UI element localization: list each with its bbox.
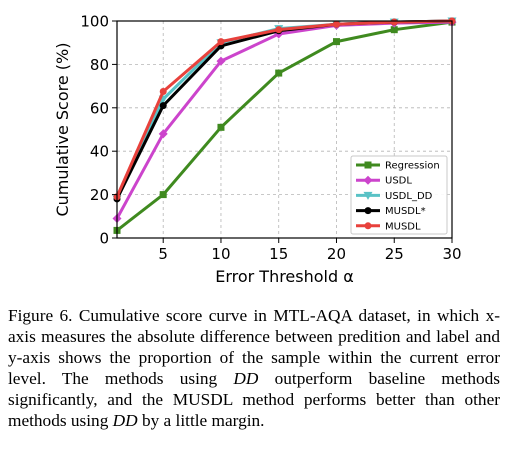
caption-text-3: by a little margin.: [137, 411, 265, 430]
caption-text-1: Figure 6. Cumulative score curve in MTL-…: [8, 306, 500, 388]
x-tick-label: 15: [269, 245, 288, 263]
y-axis-title: Cumulative Score (%): [53, 43, 72, 217]
cumulative-score-chart: 5 10 15 20 25 30 0 20 40 60 80 100 Error Threshold …: [53, 13, 462, 287]
x-tick-label: 10: [211, 245, 230, 263]
legend-label-musdl: MUSDL*: [385, 206, 426, 217]
data-point-musdl: [159, 102, 167, 110]
data-point-usdl: [216, 56, 226, 66]
data-point-regression: [275, 69, 283, 77]
legend: Regression USDL USDL_DD MUSDL* MUSDL: [350, 155, 448, 235]
legend-marker-musdl: [364, 207, 372, 215]
caption-dd-symbol-1: DD: [233, 369, 259, 388]
legend-marker-usdl: [363, 175, 373, 185]
data-point-regression: [332, 38, 340, 46]
legend-label-usdl-dd: USDL_DD: [385, 191, 433, 202]
x-axis-title: Error Threshold α: [215, 267, 354, 286]
x-tick-label: 5: [158, 245, 168, 263]
legend-marker-regression: [364, 161, 372, 169]
legend-label-musdl: MUSDL: [385, 221, 421, 232]
caption-text-2: outperform baseline methods significantl…: [8, 369, 500, 430]
y-tick-label: 60: [90, 99, 109, 117]
data-point-musdl: [159, 88, 167, 96]
legend-label-regression: Regression: [385, 161, 440, 172]
data-point-musdl: [217, 38, 225, 46]
y-tick-label: 80: [90, 56, 109, 74]
data-point-musdl: [275, 26, 283, 34]
y-tick-label: 20: [90, 186, 109, 204]
data-point-usdl: [158, 129, 168, 139]
data-point-musdl: [332, 20, 340, 28]
x-tick-label: 20: [327, 245, 346, 263]
y-tick-label: 40: [90, 143, 109, 161]
data-point-regression: [217, 123, 225, 131]
legend-label-usdl: USDL: [385, 176, 412, 187]
y-tick-label: 100: [80, 13, 109, 31]
axis-ticks: 5 10 15 20 25 30 0 20 40 60 80 100: [80, 13, 461, 264]
data-point-regression: [390, 26, 398, 34]
x-tick-label: 25: [385, 245, 404, 263]
data-point-regression: [159, 191, 167, 199]
y-tick-label: 0: [99, 230, 109, 248]
legend-marker-musdl: [364, 222, 372, 230]
legend-box: [350, 155, 448, 235]
x-tick-label: 30: [442, 245, 461, 263]
data-point-musdl: [390, 18, 398, 26]
figure-caption: Figure 6. Cumulative score curve in MTL-…: [8, 305, 500, 431]
caption-dd-symbol-2: DD: [112, 411, 138, 430]
legend-marker-usdl-dd: [363, 191, 373, 200]
plot-frame: [116, 20, 453, 239]
